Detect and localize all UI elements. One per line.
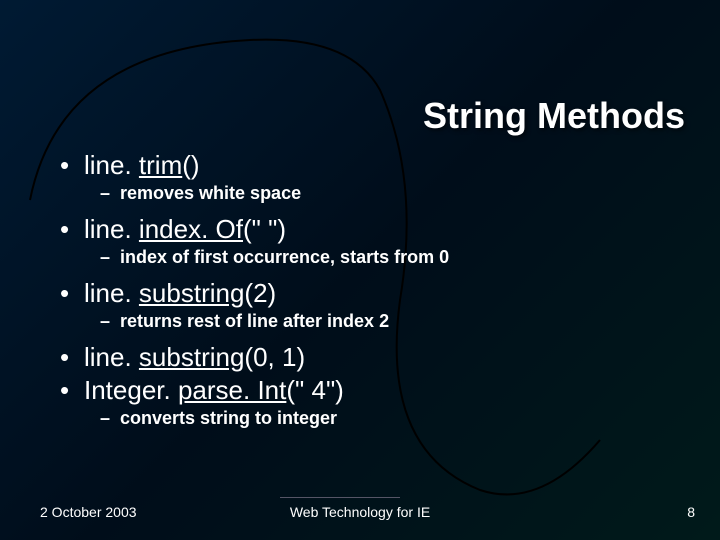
footer-page-number: 8 bbox=[687, 504, 695, 520]
method-name: substring bbox=[139, 342, 245, 372]
method-args: (0, 1) bbox=[244, 342, 305, 372]
bullet-obj: line. bbox=[84, 278, 139, 308]
bullet-obj: line. bbox=[84, 342, 139, 372]
bullet-obj: line. bbox=[84, 150, 139, 180]
method-args: () bbox=[182, 150, 199, 180]
bullet-item: Integer. parse. Int(" 4") bbox=[60, 375, 680, 406]
bullet-item: line. trim() bbox=[60, 150, 680, 181]
method-name: index. Of bbox=[139, 214, 243, 244]
method-args: (2) bbox=[244, 278, 276, 308]
bullet-item: line. substring(0, 1) bbox=[60, 342, 680, 373]
bullet-obj: line. bbox=[84, 214, 139, 244]
slide: String Methods line. trim() removes whit… bbox=[0, 0, 720, 540]
bullet-sub: returns rest of line after index 2 bbox=[100, 311, 680, 332]
method-args: (" 4") bbox=[286, 375, 343, 405]
method-name: parse. Int bbox=[178, 375, 286, 405]
method-name: substring bbox=[139, 278, 245, 308]
bullet-item: line. index. Of(" ") bbox=[60, 214, 680, 245]
bullet-item: line. substring(2) bbox=[60, 278, 680, 309]
bullet-sub: index of first occurrence, starts from 0 bbox=[100, 247, 680, 268]
slide-content: line. trim() removes white space line. i… bbox=[60, 150, 680, 439]
bullet-sub: removes white space bbox=[100, 183, 680, 204]
bullet-sub: converts string to integer bbox=[100, 408, 680, 429]
method-args: (" ") bbox=[243, 214, 286, 244]
footer-title: Web Technology for IE bbox=[0, 504, 720, 520]
footer-divider bbox=[280, 497, 400, 498]
bullet-obj: Integer. bbox=[84, 375, 178, 405]
slide-title: String Methods bbox=[423, 95, 685, 137]
method-name: trim bbox=[139, 150, 182, 180]
